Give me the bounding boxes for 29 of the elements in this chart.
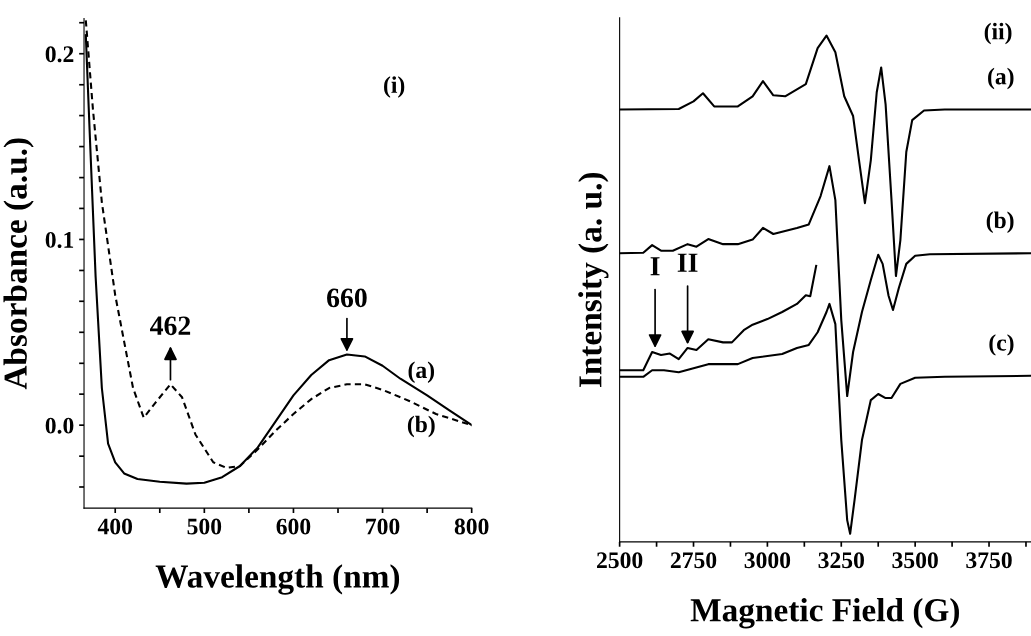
y-axis-title: Absorbance (a.u.) — [3, 138, 34, 390]
text: (i) — [384, 76, 405, 98]
x-tick-label: 600 — [276, 518, 311, 535]
series-label: (c) — [989, 334, 1014, 356]
x-tick-label: 2500 — [597, 552, 643, 569]
x-axis-title: Wavelength (nm) — [155, 564, 400, 595]
series-label: (a) — [988, 67, 1014, 90]
y-axis-title: Intensity (a. u.) — [578, 172, 609, 388]
x-tick-label: 2750 — [670, 552, 717, 569]
series-label: (b) — [407, 415, 435, 438]
x-tick-label: 800 — [454, 518, 489, 535]
series-label: (a) — [408, 361, 435, 383]
annotation: II — [677, 253, 698, 272]
series-label: (b) — [986, 211, 1014, 233]
x-tick-label: 3500 — [892, 552, 938, 569]
x-tick-label: 400 — [97, 518, 133, 535]
annotation: I — [650, 257, 660, 276]
y-tick-label: 0.1 — [45, 231, 74, 248]
x-axis-title: Magnetic Field (G) — [690, 598, 959, 629]
x-tick-label: 3750 — [966, 552, 1012, 569]
y-tick-label: 0.2 — [45, 46, 74, 63]
annotation: 462 — [150, 316, 191, 336]
annotation: 660 — [327, 288, 367, 308]
x-tick-label: 3250 — [818, 552, 864, 569]
x-tick-label: 3000 — [744, 552, 791, 569]
x-tick-label: 500 — [187, 518, 222, 535]
y-tick-label: 0.0 — [45, 417, 74, 434]
chart-title: (ii) — [984, 22, 1012, 45]
x-tick-label: 700 — [366, 518, 400, 535]
